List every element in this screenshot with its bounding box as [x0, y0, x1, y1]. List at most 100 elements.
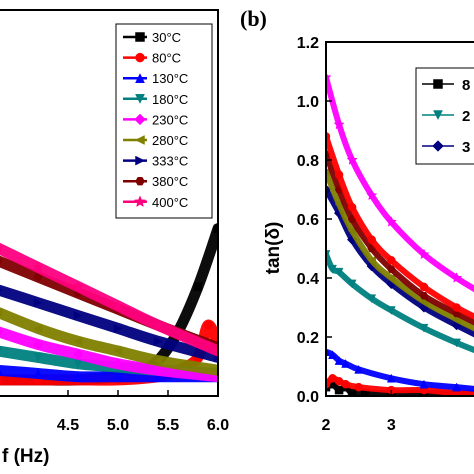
panel-a-legend-marker-1: [135, 52, 145, 63]
panel-a-series-4: [0, 326, 218, 383]
panel-b-series-1-point-4: [354, 382, 363, 392]
panel-b-series-3-point-3: [347, 279, 357, 289]
panel-a-legend-marker-5: [134, 135, 145, 145]
panel-b: (b) tan(δ) 2 3 0.0 0.2 0.4 0.6 0.8 1.0 1.2 8 2 3: [240, 6, 474, 434]
panel-a-series-4-point-1: [32, 339, 44, 350]
panel-b-y-tick-label-3: 0.6: [297, 212, 319, 229]
panel-b-series-7-point-2: [347, 202, 357, 212]
panel-a: 4.5 5.0 5.5 6.0 f (Hz) 30°C 80°C 130°C 180°C 23…: [0, 9, 229, 467]
panel-b-series-8-point-2: [346, 154, 358, 165]
panel-a-x-tick-label-1: 5.0: [107, 417, 129, 434]
panel-a-series-6-point-2: [73, 311, 83, 320]
panel-a-series-4-point-0: [0, 328, 4, 335]
panel-b-x-tick-label-0: 2: [322, 417, 331, 434]
panel-a-series-8-point-4: [152, 319, 164, 330]
panel-a-series-6-point-1: [33, 298, 43, 308]
panel-b-series-7-point-4: [387, 256, 396, 265]
panel-a-series-2-point-0: [0, 369, 3, 375]
panel-b-series-7-point-6: [452, 303, 461, 312]
panel-a-series-3-point-1: [33, 353, 43, 362]
panel-b-series-8-point-4: [385, 216, 397, 227]
panel-a-series-5-curve: [0, 307, 218, 376]
panel-b-y-tick-label-6: 1.2: [297, 35, 319, 52]
panel-a-legend-label-1: 80°C: [152, 51, 181, 66]
panel-b-series-7: [326, 132, 474, 320]
panel-a-series-8-point-2: [72, 280, 84, 292]
panel-a-legend-marker-0: [135, 32, 145, 42]
panel-a-legend-label-4: 230°C: [152, 112, 188, 127]
panel-b-legend-items: 8 2 3: [422, 77, 470, 156]
panel-b-series-6-point-5: [419, 291, 429, 300]
panel-b-series-2-point-6: [419, 379, 429, 389]
panel-b-y-tick-label-5: 1.0: [297, 94, 319, 111]
panel-b-series-3-point-7: [452, 338, 462, 348]
panel-a-series-5: [0, 307, 218, 376]
panel-a-series-4-point-3: [112, 358, 124, 369]
panel-b-y-tick-label-0: 0.0: [297, 389, 319, 406]
panel-b-series-7-point-5: [419, 282, 429, 292]
panel-a-series-5-point-0: [0, 307, 3, 317]
panel-a-legend-box: [115, 23, 213, 219]
panel-b-series-8-point-1: [333, 118, 345, 130]
panel-a-x-tick-label-0: 4.5: [57, 417, 79, 434]
panel-a-x-tick-label-2: 5.5: [157, 417, 179, 434]
panel-b-legend: 8 2 3: [415, 67, 474, 165]
panel-b-series-8-point-6: [451, 272, 463, 283]
panel-a-series-6: [0, 284, 218, 363]
panel-b-series-5-point-3: [367, 255, 376, 265]
panel-a-series-3-point-0: [0, 346, 3, 352]
panel-a-series-1-point-0: [0, 376, 3, 384]
panel-a-series-6-point-0: [0, 288, 3, 292]
panel-a-series-5-point-4: [153, 356, 163, 366]
panel-b-legend-label-1: 2: [462, 108, 470, 125]
panel-a-series-4-point-2: [72, 349, 84, 360]
panel-b-series-3-point-6: [419, 323, 429, 333]
panel-a-series-0-point-7: [193, 282, 203, 291]
panel-b-label: (b): [240, 6, 267, 31]
panel-b-series-3-point-1: [328, 264, 337, 274]
panel-a-series-8-point-0: [0, 245, 4, 253]
panel-a-series-8-point-3: [112, 300, 124, 311]
panel-a-legend-label-2: 130°C: [152, 71, 188, 86]
panel-a-legend-label-8: 400°C: [152, 195, 188, 210]
panel-a-series-6-point-4: [153, 336, 163, 346]
panel-b-series-1-point-3: [341, 379, 350, 389]
panel-a-series-2-point-3: [113, 372, 123, 381]
panel-a-legend-marker-8: [133, 195, 147, 208]
panel-a-legend-items: 30°C 80°C 130°C 180°C 230°C 280°C 333°C 380°C 40…: [123, 30, 188, 210]
panel-b-series-8-point-0: [326, 71, 332, 83]
panel-a-plot-frame: [0, 9, 219, 397]
panel-a-series-layer: [0, 223, 218, 386]
panel-a-legend-label-7: 380°C: [152, 174, 188, 189]
panel-a-legend-label-3: 180°C: [152, 92, 188, 107]
panel-a-legend-marker-4: [134, 113, 146, 126]
panel-b-series-8-point-3: [366, 189, 378, 201]
panel-a-series-0-point-8: [213, 224, 218, 233]
panel-a-x-axis-label: f (Hz): [2, 446, 49, 467]
panel-a-series-1-point-7: [203, 320, 213, 330]
panel-b-series-2-point-5: [386, 373, 396, 383]
panel-a-series-8-point-1: [32, 261, 44, 273]
panel-b-series-7-point-1: [334, 170, 344, 179]
panel-a-series-5-point-1: [33, 324, 43, 333]
panel-b-series-3: [326, 250, 474, 354]
panel-a-legend-marker-6: [135, 155, 146, 166]
panel-b-series-3-point-5: [386, 306, 396, 316]
panel-a-series-8: [0, 242, 218, 357]
panel-a-legend-label-5: 280°C: [152, 133, 188, 148]
panel-b-series-2-point-7: [452, 382, 462, 392]
panel-a-series-7-point-0: [0, 257, 3, 265]
panel-b-legend-label-2: 3: [462, 139, 470, 156]
panel-a-series-4-point-4: [152, 365, 164, 376]
panel-b-series-3-point-2: [334, 267, 344, 277]
panel-b-legend-label-0: 8: [462, 77, 470, 94]
panel-a-legend-marker-7: [135, 177, 145, 186]
panel-b-series-8-point-5: [418, 248, 430, 260]
panel-b-series-layer: [326, 71, 474, 396]
panel-a-series-2-point-4: [153, 372, 163, 381]
panel-b-y-tick-label-4: 0.8: [297, 153, 319, 170]
panel-b-series-5-point-4: [386, 273, 396, 283]
panel-b-legend-marker-2: [432, 140, 444, 152]
panel-b-y-tick-label-2: 0.4: [297, 271, 319, 288]
panel-b-series-7-point-3: [367, 235, 376, 244]
